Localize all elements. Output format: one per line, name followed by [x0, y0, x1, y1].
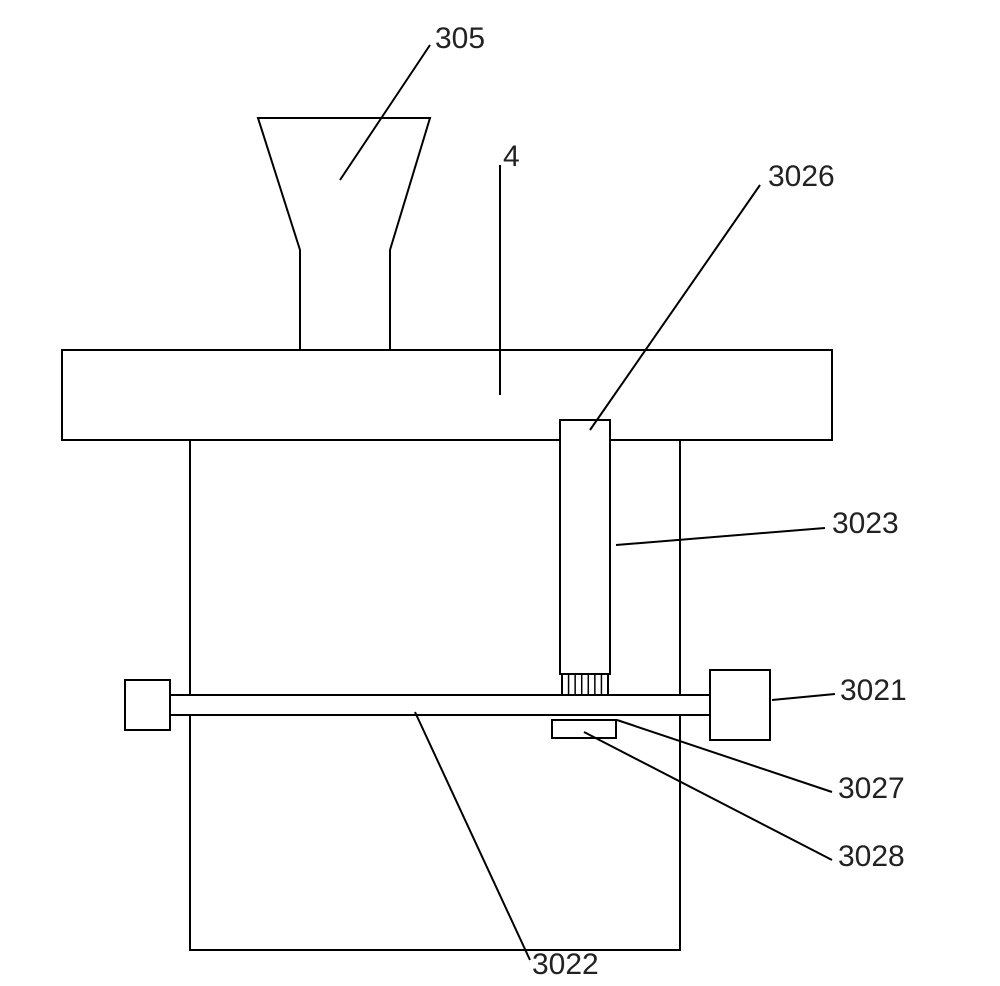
label-305: 305 — [435, 22, 485, 55]
pillar — [560, 420, 610, 674]
label-3022: 3022 — [532, 948, 599, 981]
label-3021: 3021 — [840, 674, 907, 707]
flange — [552, 720, 616, 738]
label-3027: 3027 — [838, 772, 905, 805]
leader-3021 — [772, 694, 835, 700]
label-3023: 3023 — [832, 507, 899, 540]
shaft — [170, 695, 710, 715]
label-3026: 3026 — [768, 160, 835, 193]
label-3028: 3028 — [838, 840, 905, 873]
diagram-svg: 305 4 3026 3023 3021 3027 3028 3022 — [0, 0, 1000, 986]
funnel — [258, 118, 430, 350]
left-cap — [125, 680, 170, 730]
top-bar — [62, 350, 832, 440]
motor — [710, 670, 770, 740]
label-4: 4 — [503, 140, 520, 173]
engineering-diagram: 305 4 3026 3023 3021 3027 3028 3022 — [0, 0, 1000, 986]
